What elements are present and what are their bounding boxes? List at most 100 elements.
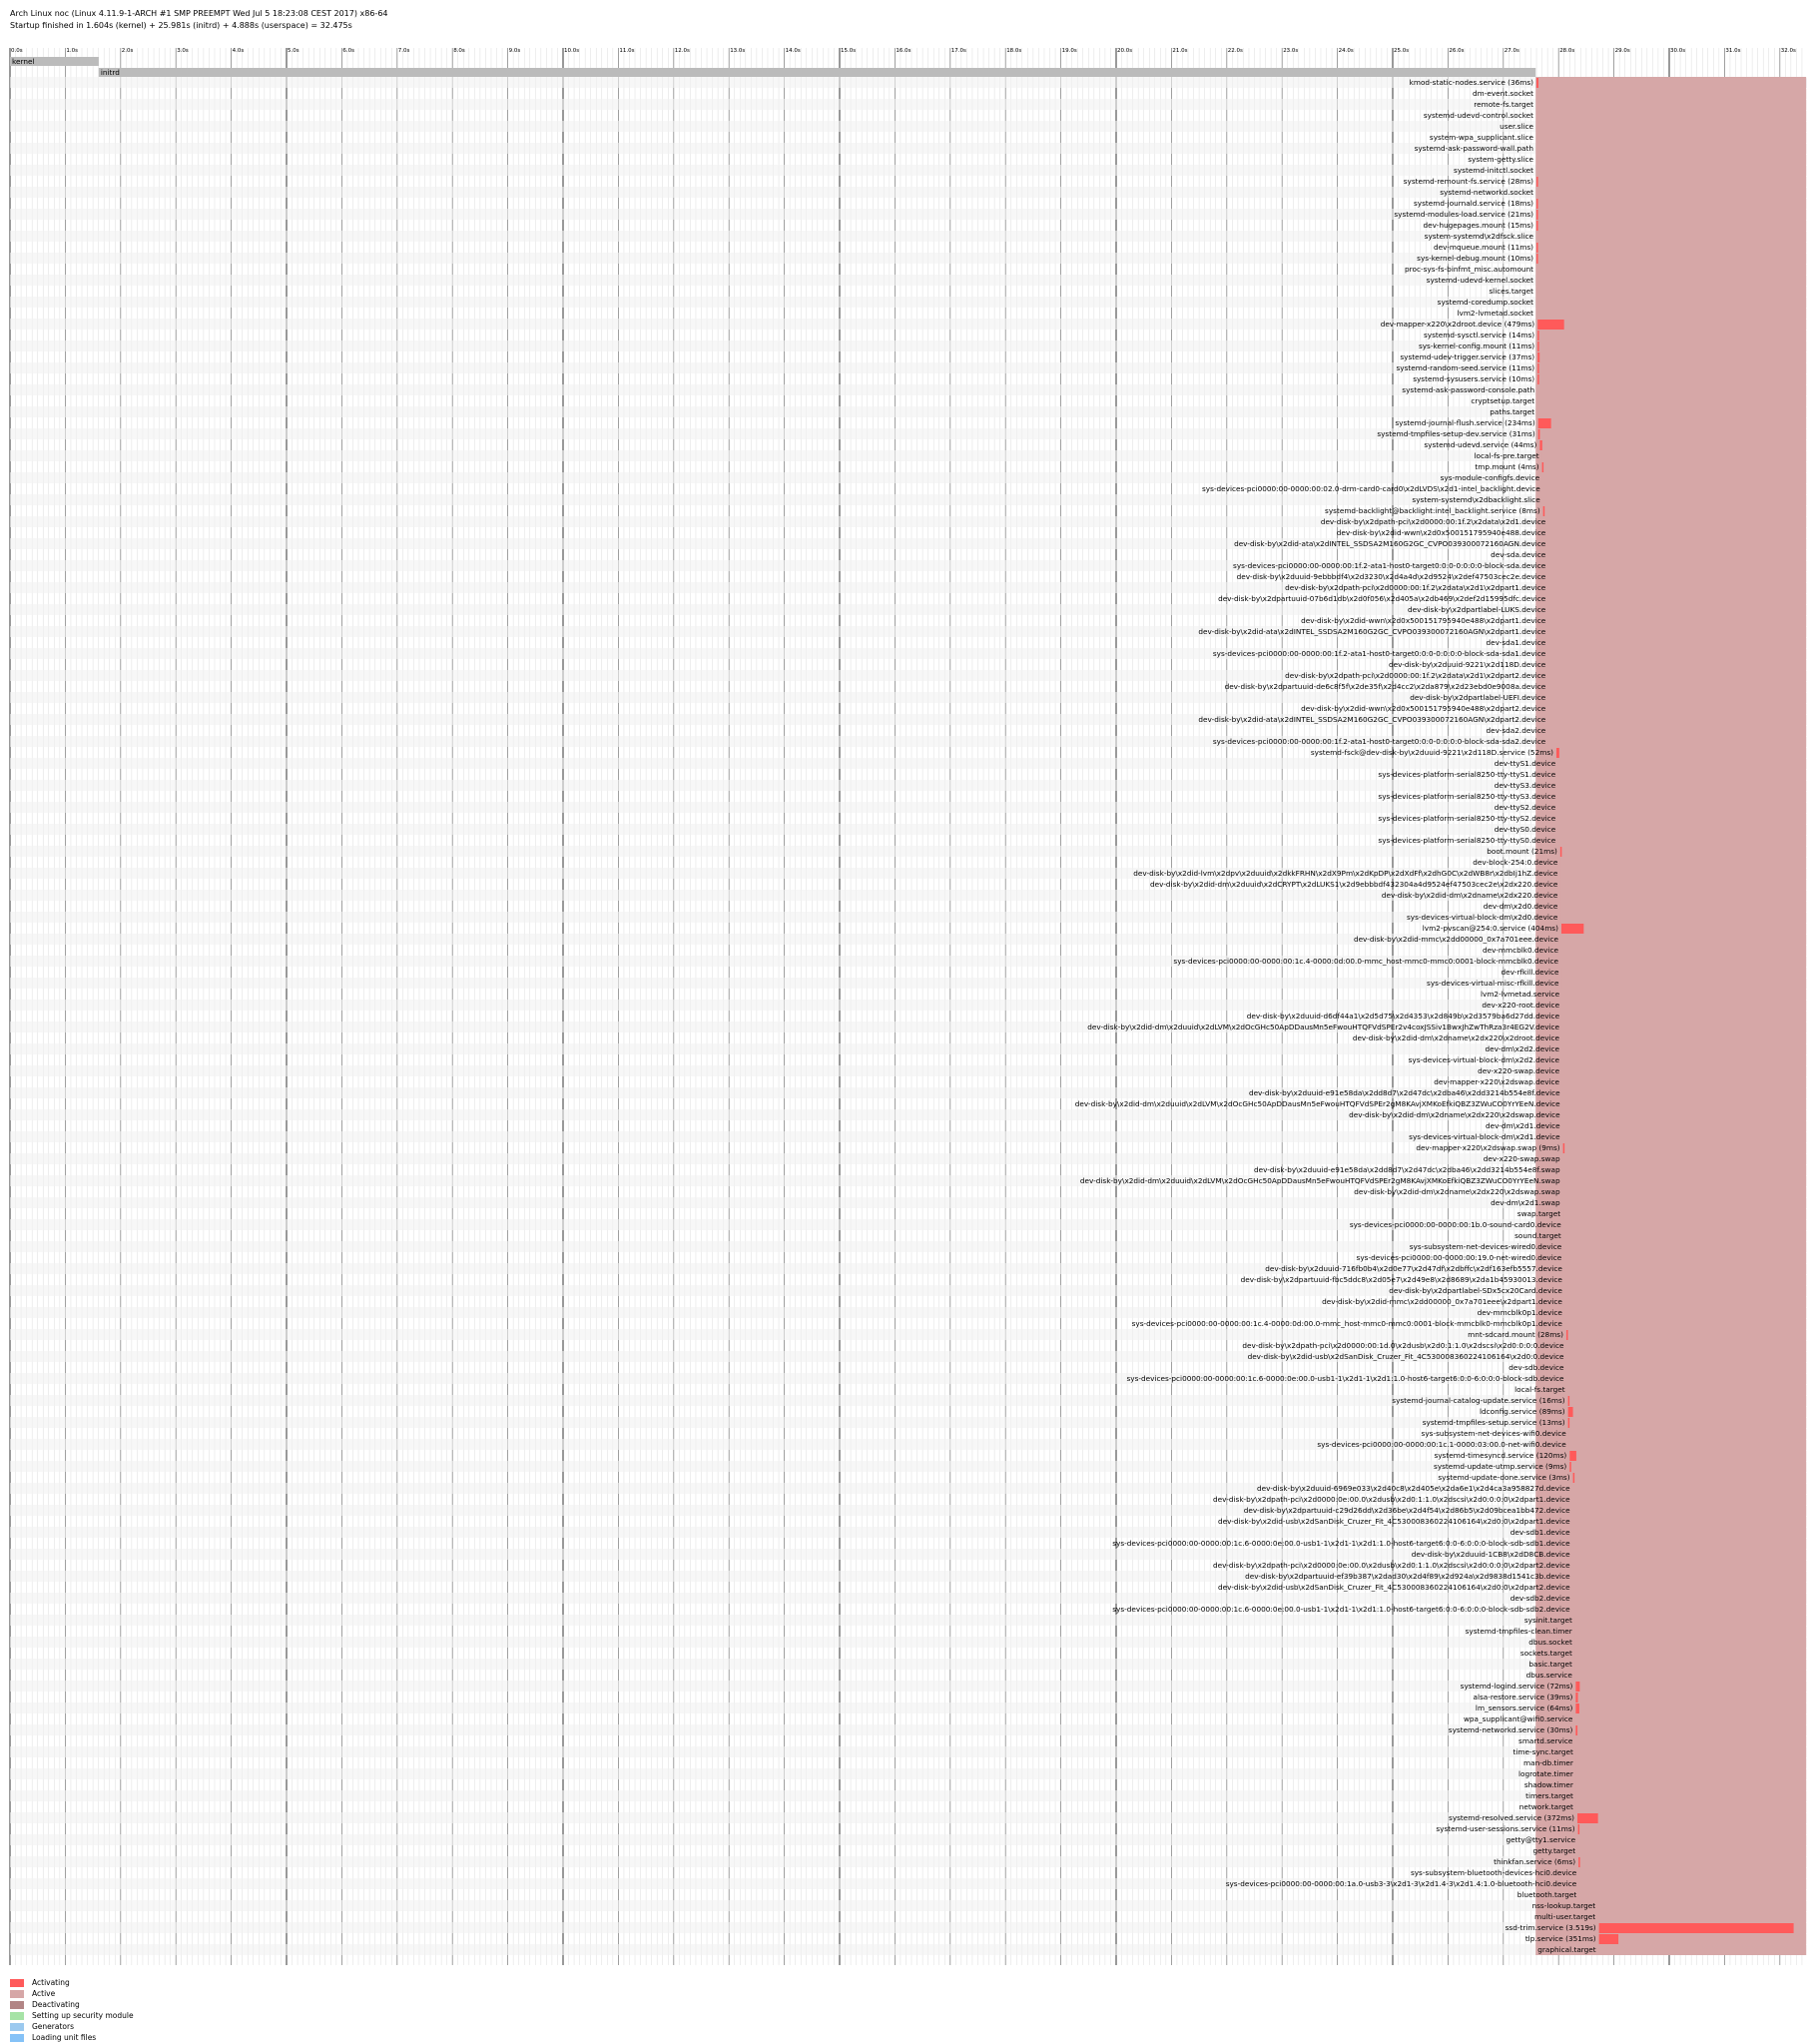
unit-active-bar [1536,188,1807,198]
row-shade [10,231,1807,242]
unit-active-bar [1565,1330,1807,1340]
x-tick-label: 10.0s [564,48,579,54]
unit-label: dev-sda1.device [1487,638,1546,647]
unit-label: sysinit.target [1524,1616,1572,1625]
unit-label: sys-devices-pci0000:00-0000:00:02.0-drm-… [1202,484,1540,493]
unit-label: ssd-trim.service (3.519s) [1506,1923,1596,1932]
x-tick-label: 30.0s [1670,48,1685,54]
unit-label: dev-disk-by\x2did-wwn\x2d0x500151795940e… [1301,616,1546,625]
row-shade [10,165,1807,176]
unit-active-bar [1566,1363,1807,1373]
unit-active-bar [1536,232,1807,242]
row-shade [10,1856,1807,1867]
unit-label: system-systemd\x2dfsck.slice [1425,232,1534,241]
row-shade [10,1417,1807,1428]
unit-label: dev-disk-by\x2did-dm\x2dname\x2dx220.dev… [1382,891,1558,900]
row-shade [10,1087,1807,1098]
unit-label: dev-disk-by\x2duuid-e91e58da\x2dd8d7\x2d… [1254,1165,1560,1174]
unit-active-bar [1563,1209,1807,1219]
unit-label: sys-devices-pci0000:00-0000:00:1c.1-0000… [1317,1440,1566,1449]
x-tick-label: 25.0s [1394,48,1409,54]
unit-label: sys-devices-pci0000:00-0000:00:19.0-net-… [1357,1253,1562,1262]
row-shade [10,1197,1807,1208]
unit-active-bar [1577,1824,1807,1834]
row-shade [10,121,1807,132]
unit-label: dev-disk-by\x2did-dm\x2dname\x2dx220\x2d… [1349,1110,1560,1119]
unit-label: dev-ttyS0.device [1495,825,1556,834]
unit-label: sys-subsystem-net-devices-wired0.device [1410,1242,1562,1251]
unit-active-bar [1548,616,1807,626]
row-shade [10,1307,1807,1318]
unit-label: sys-kernel-debug.mount (10ms) [1417,254,1533,263]
chart-legend: Activating Active Deactivating Setting up s… [10,1977,134,2043]
unit-label: timers.target [1525,1791,1573,1800]
x-tick-label: 4.0s [233,48,245,54]
row-shade [10,956,1807,967]
unit-label: dev-sdb2.device [1511,1594,1570,1603]
unit-label: dev-disk-by\x2dpartlabel-UEFI.device [1410,693,1546,702]
row-shade [10,868,1807,879]
unit-activating-bar [1539,440,1542,450]
unit-label: dev-disk-by\x2dpath-pci\x2d0000:0e:00.0\… [1213,1561,1570,1570]
row-shade [10,1549,1807,1560]
unit-activating-bar [1565,1330,1568,1340]
unit-active-bar [1548,704,1807,714]
unit-activating-bar [1598,1934,1619,1944]
unit-label: systemd-udev-trigger.service (37ms) [1400,352,1534,361]
unit-label: systemd-logind.service (72ms) [1461,1682,1573,1691]
unit-label: slices.target [1489,287,1533,296]
legend-swatch [10,2022,24,2031]
unit-active-bar [1572,1561,1807,1571]
unit-active-bar [1558,792,1807,802]
row-shade [10,77,1807,88]
row-shade [10,1812,1807,1823]
unit-label: time-sync.target [1513,1747,1574,1756]
unit-active-bar [1575,1736,1807,1746]
legend-swatch [10,1989,24,1998]
unit-label: systemd-resolved.service (372ms) [1449,1813,1574,1822]
unit-active-bar [1567,1418,1807,1428]
unit-active-bar [1562,1012,1807,1022]
unit-label: systemd-modules-load.service (21ms) [1394,210,1533,219]
unit-active-bar [1558,825,1807,835]
unit-active-bar [1572,1572,1807,1582]
unit-active-bar [1548,539,1807,549]
unit-active-bar [1537,331,1807,341]
unit-active-bar [1536,100,1807,110]
unit-active-bar [1548,561,1807,571]
row-shade [10,1483,1807,1494]
row-shade [10,1439,1807,1450]
unit-active-bar [1598,1912,1807,1922]
unit-active-bar [1572,1517,1807,1527]
row-shade [10,1681,1807,1692]
unit-activating-bar [1598,1923,1794,1933]
row-shade [10,934,1807,945]
unit-label: sockets.target [1520,1649,1572,1658]
row-shade [10,1131,1807,1142]
unit-label: boot.mount (21ms) [1487,847,1557,856]
row-shade [10,1768,1807,1779]
x-tick-label: 28.0s [1559,48,1574,54]
x-tick-label: 11.0s [619,48,634,54]
row-shade [10,1109,1807,1120]
unit-label: dev-disk-by\x2dpartuuid-fbc5ddc8\x2d05e7… [1241,1275,1563,1284]
unit-active-bar [1572,1495,1807,1505]
row-shade [10,912,1807,923]
unit-active-bar [1548,660,1807,670]
unit-active-bar [1562,990,1807,1000]
unit-active-bar [1542,473,1807,483]
unit-active-bar [1575,1693,1807,1703]
unit-label: sys-devices-platform-serial8250-tty-ttyS… [1378,770,1555,779]
unit-active-bar [1560,891,1807,901]
unit-active-bar [1562,1099,1807,1109]
row-shade [10,1000,1807,1011]
row-shade [10,1175,1807,1186]
unit-label: lvm2-pvscan@254:0.service (404ms) [1423,924,1558,933]
unit-label: dev-hugepages.mount (15ms) [1424,221,1534,230]
row-shade [10,890,1807,901]
unit-label: systemd-ask-password-console.path [1402,385,1534,394]
unit-activating-bar [1577,1824,1580,1834]
unit-label: dev-disk-by\x2did-wwn\x2d0x500151795940e… [1337,528,1546,537]
unit-label: systemd-update-utmp.service (9ms) [1434,1462,1566,1471]
unit-label: dev-disk-by\x2dpartlabel-LUKS.device [1408,605,1546,614]
